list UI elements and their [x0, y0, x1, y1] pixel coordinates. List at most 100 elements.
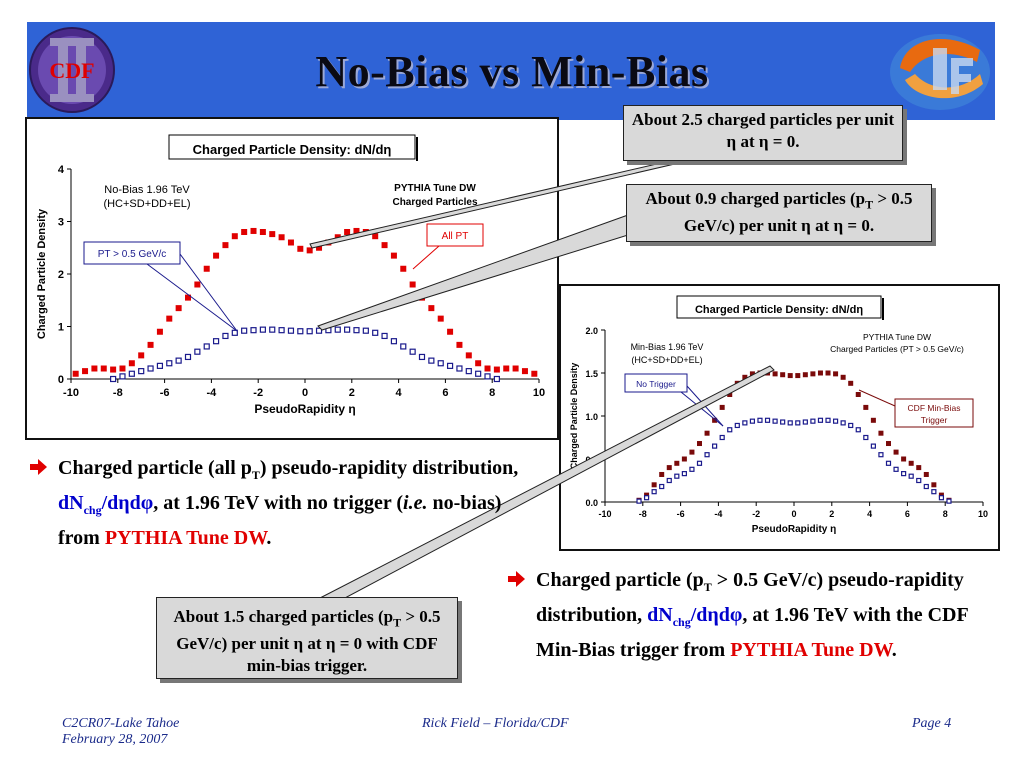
data-point-series-a: [110, 366, 117, 373]
data-point-series-a: [166, 315, 173, 322]
data-point-series-b: [908, 473, 914, 479]
bullet2-text-2: > 0.5 GeV/c) pseudo-rapidity distributio…: [536, 569, 964, 626]
annotation-right-1: PYTHIA Tune DW: [863, 332, 931, 342]
x-tick-label: -2: [253, 387, 263, 399]
y-tick-label: 1: [58, 322, 64, 334]
data-point-series-b: [147, 365, 154, 372]
data-point-series-b: [175, 357, 182, 364]
data-point-series-b: [840, 420, 846, 426]
data-point-series-b: [817, 417, 824, 423]
y-tick-label: 4: [58, 164, 65, 176]
x-tick-label: 8: [943, 509, 948, 519]
annotation-right-1: PYTHIA Tune DW: [394, 183, 476, 194]
data-point-series-a: [456, 341, 463, 348]
x-axis-label: PseudoRapidity η: [752, 524, 836, 535]
callout-min-bias-sub: T: [393, 615, 402, 630]
chart-title-box: [676, 295, 882, 319]
svg-text:CDF: CDF: [49, 58, 94, 83]
data-point-series-a: [878, 430, 884, 436]
data-point-series-b: [946, 498, 952, 504]
data-point-series-b: [870, 443, 876, 449]
data-point-series-a: [269, 231, 276, 238]
data-point-series-b: [297, 328, 304, 335]
data-point-series-b: [222, 332, 229, 340]
chart-title-box: [168, 134, 416, 160]
y-axis-label: Charged Particle Density: [569, 363, 579, 470]
data-point-series-a: [390, 252, 397, 259]
data-point-series-a: [175, 305, 182, 312]
data-point-series-b: [128, 370, 135, 377]
y-tick-label: 1.0: [585, 412, 598, 422]
annotation-right-2: Charged Particles: [392, 197, 477, 208]
data-point-series-b: [269, 326, 276, 333]
data-point-series-a: [475, 360, 482, 367]
data-point-series-b: [372, 329, 379, 336]
label-pt-cut-leader: [146, 263, 238, 332]
data-point-series-b: [764, 417, 771, 423]
callout-min-bias-text-b: > 0.5 GeV/c) per unit η at η = 0 with CD…: [176, 607, 441, 676]
label-all-pt-leader: [412, 245, 440, 270]
label-trigger-leader: [858, 389, 896, 407]
data-point-series-b: [659, 483, 665, 490]
data-point-series-b: [780, 419, 786, 425]
data-point-series-a: [119, 365, 126, 372]
data-point-series-a: [325, 239, 332, 246]
data-point-series-a: [833, 371, 839, 377]
label-trigger-box: [894, 398, 974, 428]
data-point-series-a: [437, 315, 444, 322]
data-point-series-a: [203, 265, 210, 272]
data-point-series-b: [855, 427, 861, 433]
data-point-series-a: [128, 360, 135, 367]
label-pt-cut-leader-2: [179, 253, 238, 332]
data-point-series-a: [749, 371, 755, 377]
x-tick-label: -8: [639, 509, 647, 519]
data-point-series-b: [719, 434, 725, 441]
annotation-left-2: (HC+SD+DD+EL): [631, 355, 702, 365]
data-point-series-b: [418, 353, 426, 361]
data-point-series-a: [419, 294, 425, 301]
data-point-series-a: [659, 471, 665, 477]
data-point-series-a: [742, 374, 748, 380]
data-point-series-b: [938, 495, 945, 501]
data-point-series-a: [521, 368, 528, 375]
data-point-series-a: [316, 244, 323, 251]
data-point-series-a: [334, 234, 341, 241]
data-point-series-b: [696, 460, 703, 466]
data-point-series-a: [886, 441, 891, 447]
x-tick-label: -6: [677, 509, 685, 519]
label-no-trigger: No Trigger: [636, 379, 676, 389]
data-point-series-a: [916, 465, 922, 471]
bullet-arrow-icon: [30, 459, 47, 475]
callout-min-bias: About 1.5 charged particles (pT > 0.5 Ge…: [156, 597, 458, 679]
data-point-series-a: [72, 370, 79, 377]
title-banner: [27, 22, 995, 120]
data-point-series-a: [381, 242, 388, 249]
label-trigger-2: Trigger: [921, 415, 948, 425]
data-point-series-a: [344, 229, 351, 235]
chart-title: Charged Particle Density: dN/dη: [695, 304, 863, 316]
data-point-series-a: [727, 392, 733, 397]
data-point-series-a: [923, 471, 929, 477]
callout-all-pt-text: About 2.5 charged particles per unit η a…: [631, 110, 895, 151]
data-point-series-b: [287, 327, 295, 334]
data-point-series-b: [484, 373, 491, 380]
data-point-series-a: [241, 229, 248, 235]
data-point-series-b: [916, 477, 922, 484]
callout-pt-cut-text-a: About 0.9 charged particles (p: [645, 189, 866, 208]
data-point-series-a: [213, 252, 220, 259]
data-point-series-b: [241, 327, 248, 334]
y-tick-label: 0: [58, 374, 64, 386]
callout-min-bias-text-a: About 1.5 charged particles (p: [173, 607, 394, 626]
data-point-series-a: [817, 370, 823, 376]
data-point-series-b: [334, 326, 341, 333]
chart-no-bias: 0 1 2 3 4 -10 -8 -6 -4 -2 0 2 4 6 8 10 PseudoRapidity η C…: [25, 117, 559, 440]
data-point-series-a: [681, 456, 687, 462]
x-tick-label: 10: [533, 387, 545, 399]
data-point-series-b: [704, 452, 710, 458]
footer-venue: C2CR07-Lake Tahoe: [62, 716, 180, 731]
x-tick-label: 2: [829, 509, 834, 519]
data-point-series-a: [156, 328, 163, 335]
data-point-series-b: [203, 343, 210, 350]
data-point-series-b: [278, 327, 285, 334]
bullet2-formula-a: dN: [647, 604, 673, 626]
